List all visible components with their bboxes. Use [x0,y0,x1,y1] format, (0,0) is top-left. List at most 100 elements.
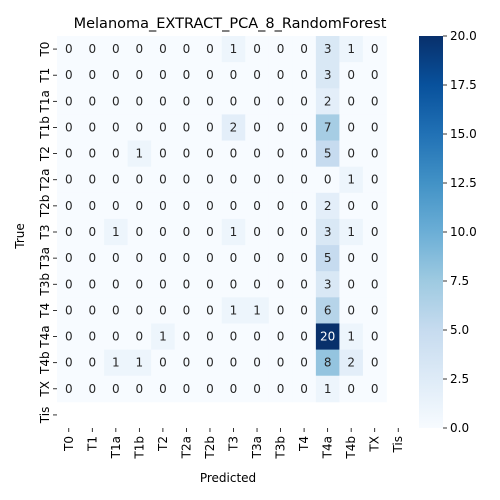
cell-value-label: 0 [159,173,167,187]
heatmap-cell [339,271,364,298]
heatmap-cell [292,297,317,324]
cell-value-label: 0 [371,173,379,187]
heatmap-cell [245,192,270,220]
heatmap-cell [198,323,223,350]
cell-value-label: 0 [371,147,379,161]
cell-value-label: 1 [112,225,120,239]
cell-value-label: 0 [183,330,191,344]
heatmap-cell-labels: 0 0 0 0 0 0 0 1 0 0 0 3 1 00 0 0 0 0 0 0 0 0 0 0 3 0 00 0 0 0 0 0 0 0 0 0 0 2… [65,42,379,396]
cell-value-label: 0 [347,251,355,265]
heatmap-cell [57,114,81,141]
heatmap-cell [57,297,81,324]
chart-title: Melanoma_EXTRACT_PCA_8_RandomForest [74,16,387,32]
cell-value-label: 0 [206,277,214,291]
cell-value-label: 0 [347,94,355,108]
cell-value-label: 1 [112,356,120,370]
heatmap-cell [151,297,176,324]
heatmap-cell [245,245,270,272]
cell-value-label: 0 [88,330,96,344]
heatmap-cell [292,62,317,89]
cell-value-label: 0 [253,382,261,396]
cell-value-label: 0 [206,303,214,317]
cell-value-label: 0 [253,147,261,161]
heatmap-cell [245,166,270,194]
cell-value-label: 0 [65,225,73,239]
cell-value-label: 0 [88,277,96,291]
x-tick-label: T3b [274,436,288,460]
heatmap-cell [245,140,270,168]
heatmap-cell [127,62,152,89]
heatmap-cell [198,114,223,141]
x-tick-label: T2 [156,436,170,452]
cell-value-label: 0 [277,173,285,187]
heatmap-cell [57,140,81,168]
heatmap-cell [221,62,246,89]
cell-value-label: 0 [300,173,308,187]
cell-value-label: 0 [112,147,120,161]
heatmap-cell [268,36,293,63]
cell-value-label: 0 [112,330,120,344]
heatmap-cell [151,114,176,141]
heatmap-cell [292,114,317,141]
cell-value-label: 0 [277,303,285,317]
heatmap-cell [104,114,128,141]
x-tick-label: T2b [203,436,217,460]
heatmap-cell [80,88,105,115]
cell-value-label: 0 [136,330,144,344]
cell-value-label: 1 [253,303,261,317]
cell-value-label: 2 [230,120,238,134]
heatmap-cell [268,140,293,168]
cell-value-label: 0 [183,225,191,239]
heatmap-cell [127,349,152,377]
heatmap-cell [80,218,105,246]
heatmap-cell [104,271,128,298]
heatmap-cell [57,271,81,298]
x-tick-label: TX [368,436,382,453]
heatmap-cell [127,271,152,298]
heatmap-cell [339,349,364,377]
cell-value-label: 2 [324,199,332,213]
cell-value-label: 0 [206,356,214,370]
heatmap-cell [292,323,317,350]
cell-value-label: 0 [300,277,308,291]
heatmap-cell [268,245,293,272]
heatmap-cell [221,271,246,298]
heatmap-cell [57,323,81,350]
heatmap-cell [104,349,128,377]
colorbar-tick-label: 20.0 [450,29,477,43]
heatmap-cell [198,36,223,63]
heatmap-cell [80,271,105,298]
cell-value-label: 1 [230,225,238,239]
heatmap-cell [292,375,317,403]
cell-value-label: 0 [65,173,73,187]
y-tick-label: T1 [38,68,52,84]
heatmap-cell [174,271,199,298]
x-tick-label: T3a [250,436,264,459]
heatmap-cell [221,218,246,246]
heatmap-cell [292,166,317,194]
cell-value-label: 0 [371,42,379,56]
cell-value-label: 0 [347,199,355,213]
heatmap-cell [174,375,199,403]
heatmap-cell [127,245,152,272]
heatmap-cell [315,218,340,246]
cell-value-label: 0 [206,382,214,396]
heatmap-cell [268,88,293,115]
heatmap-cell [362,114,387,141]
heatmap-cell [198,166,223,194]
cell-value-label: 0 [253,356,261,370]
cell-value-label: 0 [347,68,355,82]
cell-value-label: 0 [347,303,355,317]
heatmap-cell [362,88,387,115]
cell-value-label: 0 [230,356,238,370]
cell-value-label: 0 [230,382,238,396]
heatmap-cell [151,36,176,63]
heatmap-cell [104,323,128,350]
cell-value-label: 0 [183,173,191,187]
heatmap-cell [57,245,81,272]
heatmap-cell [362,36,387,63]
heatmap-cell [57,192,81,220]
cell-value-label: 0 [159,94,167,108]
heatmap-cell [221,349,246,377]
cell-value-label: 0 [371,277,379,291]
